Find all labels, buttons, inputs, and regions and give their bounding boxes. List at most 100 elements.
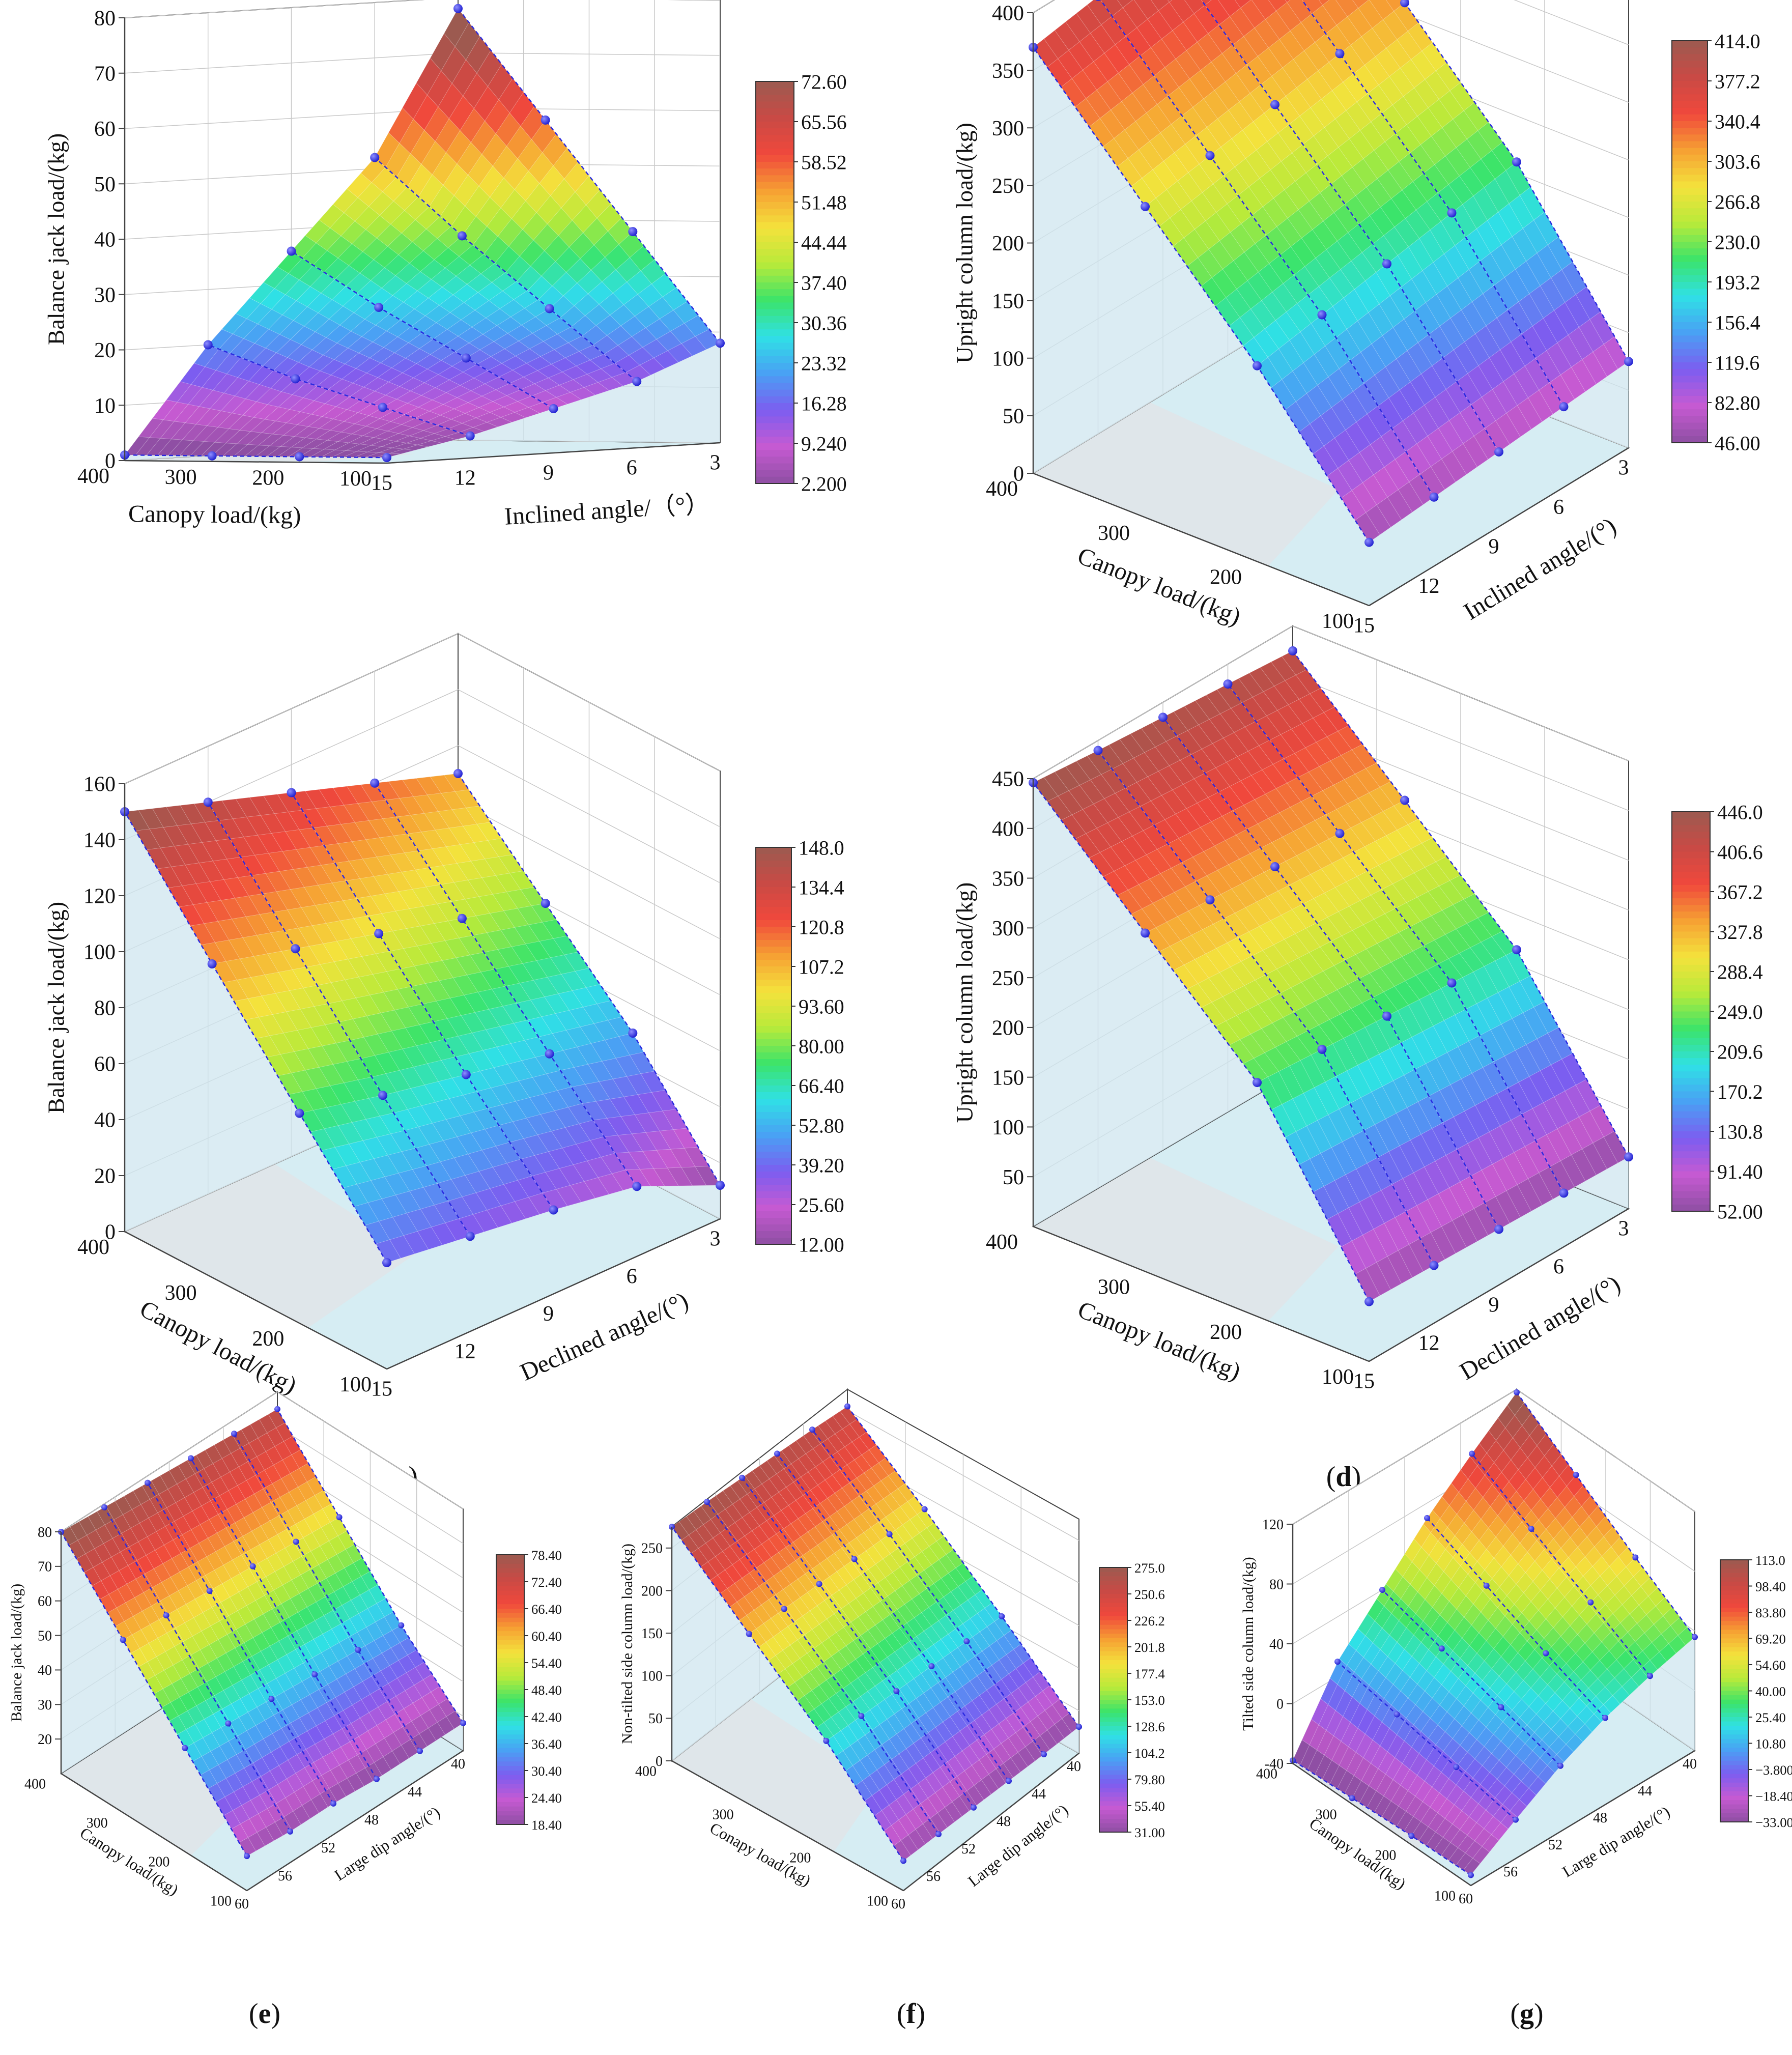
colorbar-segment — [756, 342, 794, 350]
colorbar-tick-label: 226.2 — [1134, 1613, 1165, 1629]
colorbar-segment — [1672, 1118, 1710, 1125]
z-tick-label: 60 — [94, 1053, 116, 1076]
colorbar-tick-label: 72.40 — [531, 1575, 562, 1590]
colorbar-tick-label: 170.2 — [1717, 1080, 1763, 1103]
colorbar-segment — [1672, 818, 1710, 826]
colorbar-segment — [1099, 1757, 1127, 1762]
colorbar-segment — [496, 1663, 524, 1668]
data-point — [293, 1538, 299, 1545]
colorbar-tick-label: 18.40 — [531, 1817, 562, 1833]
colorbar-segment — [1672, 41, 1708, 48]
data-point — [417, 1748, 423, 1754]
colorbar-segment — [1099, 1726, 1127, 1731]
colorbar-segment — [756, 101, 794, 109]
data-point — [851, 1556, 858, 1562]
colorbar-segment — [1672, 188, 1708, 195]
colorbar-segment — [496, 1604, 524, 1609]
data-point — [844, 1403, 850, 1410]
colorbar-segment — [1099, 1585, 1127, 1590]
colorbar-segment — [1099, 1801, 1127, 1806]
colorbar-segment — [1672, 1104, 1710, 1112]
colorbar-segment — [756, 867, 791, 874]
colorbar-segment — [1672, 1005, 1710, 1012]
colorbar-tick-label: 209.6 — [1717, 1041, 1763, 1064]
colorbar-segment — [1672, 871, 1710, 879]
colorbar-segment — [1099, 1664, 1127, 1670]
data-point — [465, 1232, 475, 1241]
colorbar-tick-label: 9.240 — [801, 433, 847, 455]
data-point — [1364, 537, 1374, 547]
z-tick-label: 50 — [94, 173, 116, 196]
colorbar-segment — [756, 336, 794, 344]
colorbar-segment — [756, 960, 791, 967]
data-point — [1429, 492, 1439, 502]
colorbar-segment — [1672, 47, 1708, 55]
colorbar-segment — [756, 349, 794, 357]
colorbar-segment — [496, 1739, 524, 1744]
colorbar-segment — [1099, 1695, 1127, 1700]
colorbar-segment — [1672, 925, 1710, 932]
z-tick-label: 80 — [94, 7, 116, 31]
colorbar-segment — [1099, 1748, 1127, 1753]
colorbar-segment — [1672, 94, 1708, 102]
y-tick-label: 6 — [627, 456, 637, 480]
data-point — [311, 1671, 318, 1678]
colorbar-segment — [756, 456, 794, 464]
colorbar-segment — [496, 1658, 524, 1663]
colorbar-tick-label: 2.200 — [801, 473, 847, 496]
colorbar-segment — [756, 980, 791, 987]
colorbar-segment — [1672, 81, 1708, 89]
colorbar-segment — [1672, 985, 1710, 992]
x-tick-label: 400 — [986, 477, 1018, 501]
colorbar-segment — [1672, 194, 1708, 202]
colorbar-segment — [756, 369, 794, 377]
colorbar-segment — [1672, 898, 1710, 906]
colorbar-tick-label: 446.0 — [1717, 801, 1763, 824]
data-point — [900, 1858, 906, 1864]
colorbar-segment — [1099, 1611, 1127, 1617]
y-tick-label: 12 — [1418, 1332, 1440, 1355]
colorbar-segment — [1672, 1204, 1710, 1212]
z-tick-label: 20 — [94, 339, 116, 362]
colorbar-segment — [1672, 221, 1708, 229]
colorbar-segment — [496, 1757, 524, 1762]
colorbar-segment — [756, 1072, 791, 1079]
data-line — [1200, 0, 1500, 452]
surface-cell — [1369, 0, 1395, 20]
colorbar-segment — [1672, 215, 1708, 222]
colorbar-tick-label: 107.2 — [799, 956, 844, 979]
colorbar-segment — [1672, 376, 1708, 383]
y-tick-label: 60 — [235, 1896, 249, 1912]
colorbar-segment — [1099, 1634, 1127, 1639]
colorbar-tick-label: 230.0 — [1715, 231, 1760, 254]
colorbar-tick-label: 23.32 — [801, 352, 847, 375]
colorbar-segment — [496, 1815, 524, 1821]
colorbar-segment — [756, 302, 794, 310]
colorbar-segment — [1672, 54, 1708, 62]
colorbar-segment — [496, 1690, 524, 1695]
colorbar-segment — [756, 1066, 791, 1073]
colorbar-segment — [1672, 114, 1708, 122]
colorbar-segment — [1099, 1673, 1127, 1678]
z-tick-label: 300 — [992, 117, 1024, 140]
z-tick-label: 0 — [1013, 463, 1024, 486]
colorbar-segment — [756, 329, 794, 337]
colorbar-segment — [1672, 1197, 1710, 1205]
colorbar-segment — [496, 1797, 524, 1803]
surface-cell — [1358, 0, 1384, 28]
colorbar-segment — [756, 1198, 791, 1205]
colorbar-segment — [1099, 1629, 1127, 1634]
colorbar-segment — [756, 1099, 791, 1106]
data-point — [461, 1070, 471, 1079]
colorbar-segment — [756, 1145, 791, 1152]
colorbar-segment — [1672, 436, 1708, 443]
colorbar-segment — [1672, 1145, 1710, 1152]
y-tick-label: 3 — [1618, 456, 1629, 480]
y-axis-line — [386, 442, 721, 464]
colorbar-segment — [1672, 107, 1708, 115]
data-point — [716, 1181, 725, 1190]
data-point — [1093, 746, 1103, 755]
colorbar-segment — [756, 947, 791, 954]
colorbar-segment — [1099, 1607, 1127, 1612]
colorbar-segment — [496, 1725, 524, 1731]
